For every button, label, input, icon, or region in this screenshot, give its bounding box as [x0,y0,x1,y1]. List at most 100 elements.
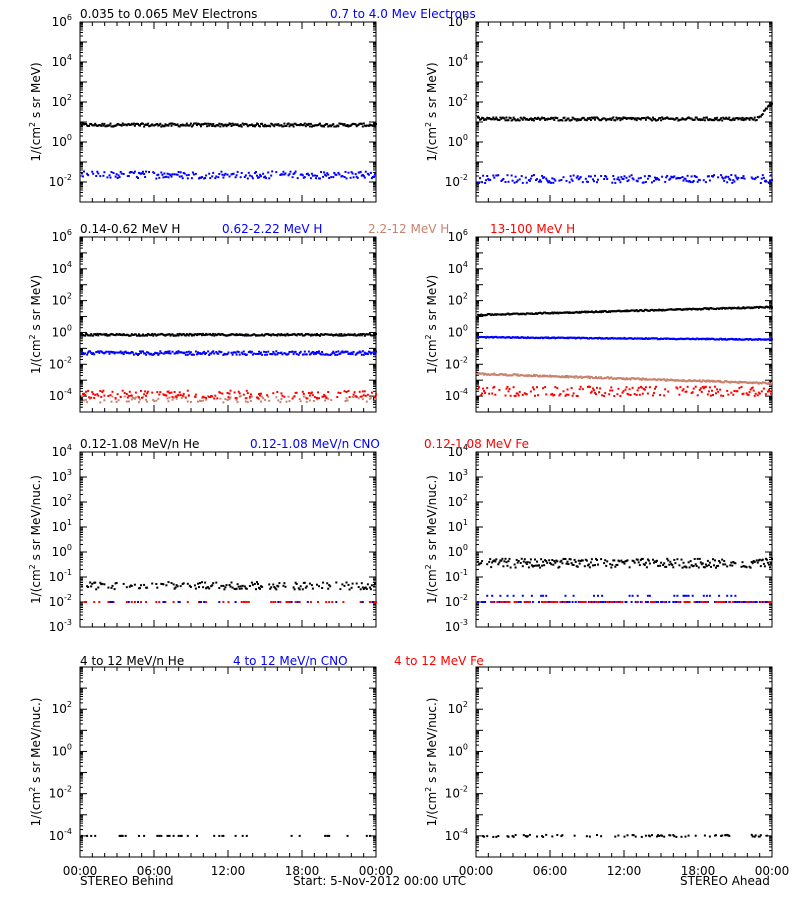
data-point [589,119,592,121]
data-point [579,385,582,388]
data-point [324,173,327,176]
data-point [498,119,501,122]
data-point [689,181,692,184]
data-point [493,385,496,388]
data-point [500,559,503,562]
data-point [93,353,96,356]
data-point [359,395,362,398]
data-point [530,564,533,567]
data-point [726,338,729,341]
data-point [751,177,754,180]
data-point [160,171,163,174]
data-point [222,601,225,603]
data-point [674,562,677,565]
data-point [691,391,694,394]
data-point [765,558,768,561]
data-point [171,333,174,336]
data-point [505,387,508,390]
data-point [646,392,649,395]
data-point [367,124,370,127]
data-point [611,563,614,566]
data-point [185,174,188,177]
data-point [359,588,362,591]
data-point [132,122,135,125]
data-point [485,314,488,317]
data-point [553,393,556,396]
data-point [769,390,771,393]
data-point [96,170,99,173]
data-point [664,180,667,183]
data-point [721,601,724,603]
data-point [247,351,250,354]
data-point [710,565,712,568]
data-point [690,564,693,567]
data-point [352,350,355,353]
data-point [184,396,187,399]
data-point [632,377,635,380]
data-point [757,391,760,394]
data-point [488,560,491,563]
data-point [679,386,682,389]
data-point [614,337,617,340]
data-point [606,178,609,180]
data-point [151,332,154,335]
data-point [163,352,166,355]
data-point [375,333,377,335]
data-point [597,594,599,597]
data-point [238,353,241,356]
data-point [712,394,714,396]
data-point [738,338,741,340]
data-point [186,582,189,585]
data-point [146,124,149,126]
data-point [743,565,746,568]
data-point [680,118,683,121]
data-point [212,350,215,353]
data-point [200,125,202,128]
data-point [324,399,327,402]
data-point [364,394,367,397]
data-point [749,307,752,310]
data-point [140,351,142,354]
data-point [163,601,166,603]
data-point [315,334,317,337]
data-point [636,558,639,561]
data-point [576,118,579,121]
data-point [632,117,635,120]
data-point [564,594,567,597]
data-point [289,601,292,603]
data-point [690,117,693,120]
data-point [267,171,270,174]
data-point [673,308,676,311]
data-point [277,601,280,603]
data-point [312,353,315,356]
data-point [529,117,532,120]
data-point [128,585,131,588]
data-point [285,601,288,603]
data-point [319,334,321,337]
data-point [498,561,501,564]
data-point [96,393,99,396]
data-point [715,601,717,603]
data-point [135,334,138,337]
data-point [368,333,371,336]
data-point [339,588,342,591]
data-point [629,394,632,396]
data-point [497,374,500,377]
data-point [736,117,739,119]
data-point [328,584,331,587]
data-point [203,601,206,603]
data-point [489,558,492,561]
data-point [252,124,255,127]
data-point [621,118,624,121]
data-point [569,558,572,561]
data-point [669,177,672,180]
data-point [342,334,345,337]
data-point [333,352,336,355]
data-point [307,392,310,394]
data-point [750,561,753,563]
data-point [227,124,230,127]
data-point [347,171,350,174]
data-point [754,176,757,179]
data-point [685,601,688,603]
data-point [751,601,754,603]
